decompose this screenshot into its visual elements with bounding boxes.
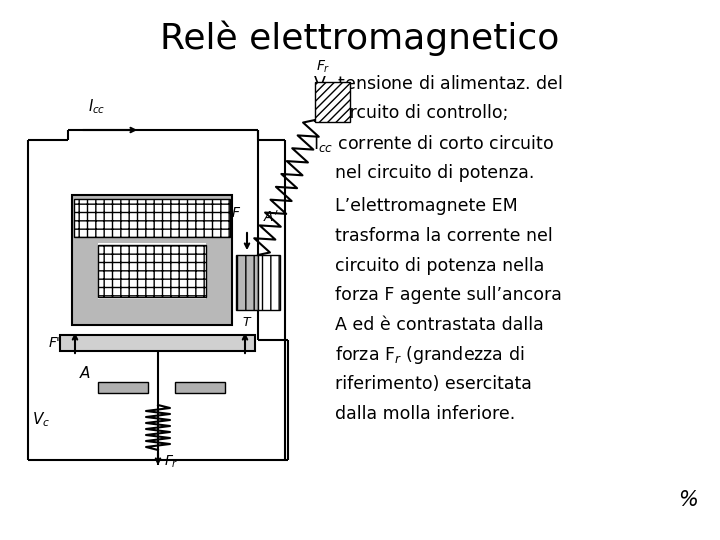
Bar: [60, 335, 255, 351]
Text: $A$: $A$: [79, 365, 91, 381]
Bar: [315, 82, 350, 122]
Text: $F$: $F$: [231, 206, 241, 220]
Bar: [72, 195, 232, 325]
Text: circuito di potenza nella: circuito di potenza nella: [335, 256, 544, 275]
Text: $A'$: $A'$: [263, 210, 279, 225]
Text: A ed è contrastata dalla: A ed è contrastata dalla: [335, 316, 544, 334]
Bar: [98, 245, 206, 297]
Text: circuito di controllo;: circuito di controllo;: [335, 104, 508, 123]
Bar: [175, 382, 225, 393]
Bar: [98, 382, 148, 393]
Text: forza F$_r$ (grandezza di: forza F$_r$ (grandezza di: [335, 344, 524, 366]
Text: riferimento) esercitata: riferimento) esercitata: [335, 375, 531, 394]
Bar: [98, 243, 206, 299]
Text: EM: EM: [240, 262, 263, 278]
Text: L’elettromagnete EM: L’elettromagnete EM: [335, 197, 518, 215]
Text: $F_r$: $F_r$: [316, 59, 330, 75]
Text: $T$: $T$: [242, 316, 252, 329]
Bar: [258, 255, 280, 310]
Text: $I_{cc}$: $I_{cc}$: [88, 97, 105, 116]
Text: Relè elettromagnetico: Relè elettromagnetico: [161, 20, 559, 56]
Text: $V_c$: $V_c$: [32, 410, 50, 429]
Text: $F_r$: $F_r$: [164, 454, 179, 470]
Bar: [236, 255, 258, 310]
Text: V$_c$ tensione di alimentaz. del: V$_c$ tensione di alimentaz. del: [313, 73, 563, 94]
Text: I$_{cc}$ corrente di corto circuito: I$_{cc}$ corrente di corto circuito: [313, 133, 554, 153]
Text: %: %: [678, 489, 698, 510]
Text: trasforma la corrente nel: trasforma la corrente nel: [335, 227, 552, 245]
Text: $F$': $F$': [48, 336, 60, 350]
Text: forza F agente sull’ancora: forza F agente sull’ancora: [335, 286, 562, 305]
Text: dalla molla inferiore.: dalla molla inferiore.: [335, 405, 515, 423]
Text: nel circuito di potenza.: nel circuito di potenza.: [335, 164, 534, 182]
Bar: [74, 199, 230, 237]
